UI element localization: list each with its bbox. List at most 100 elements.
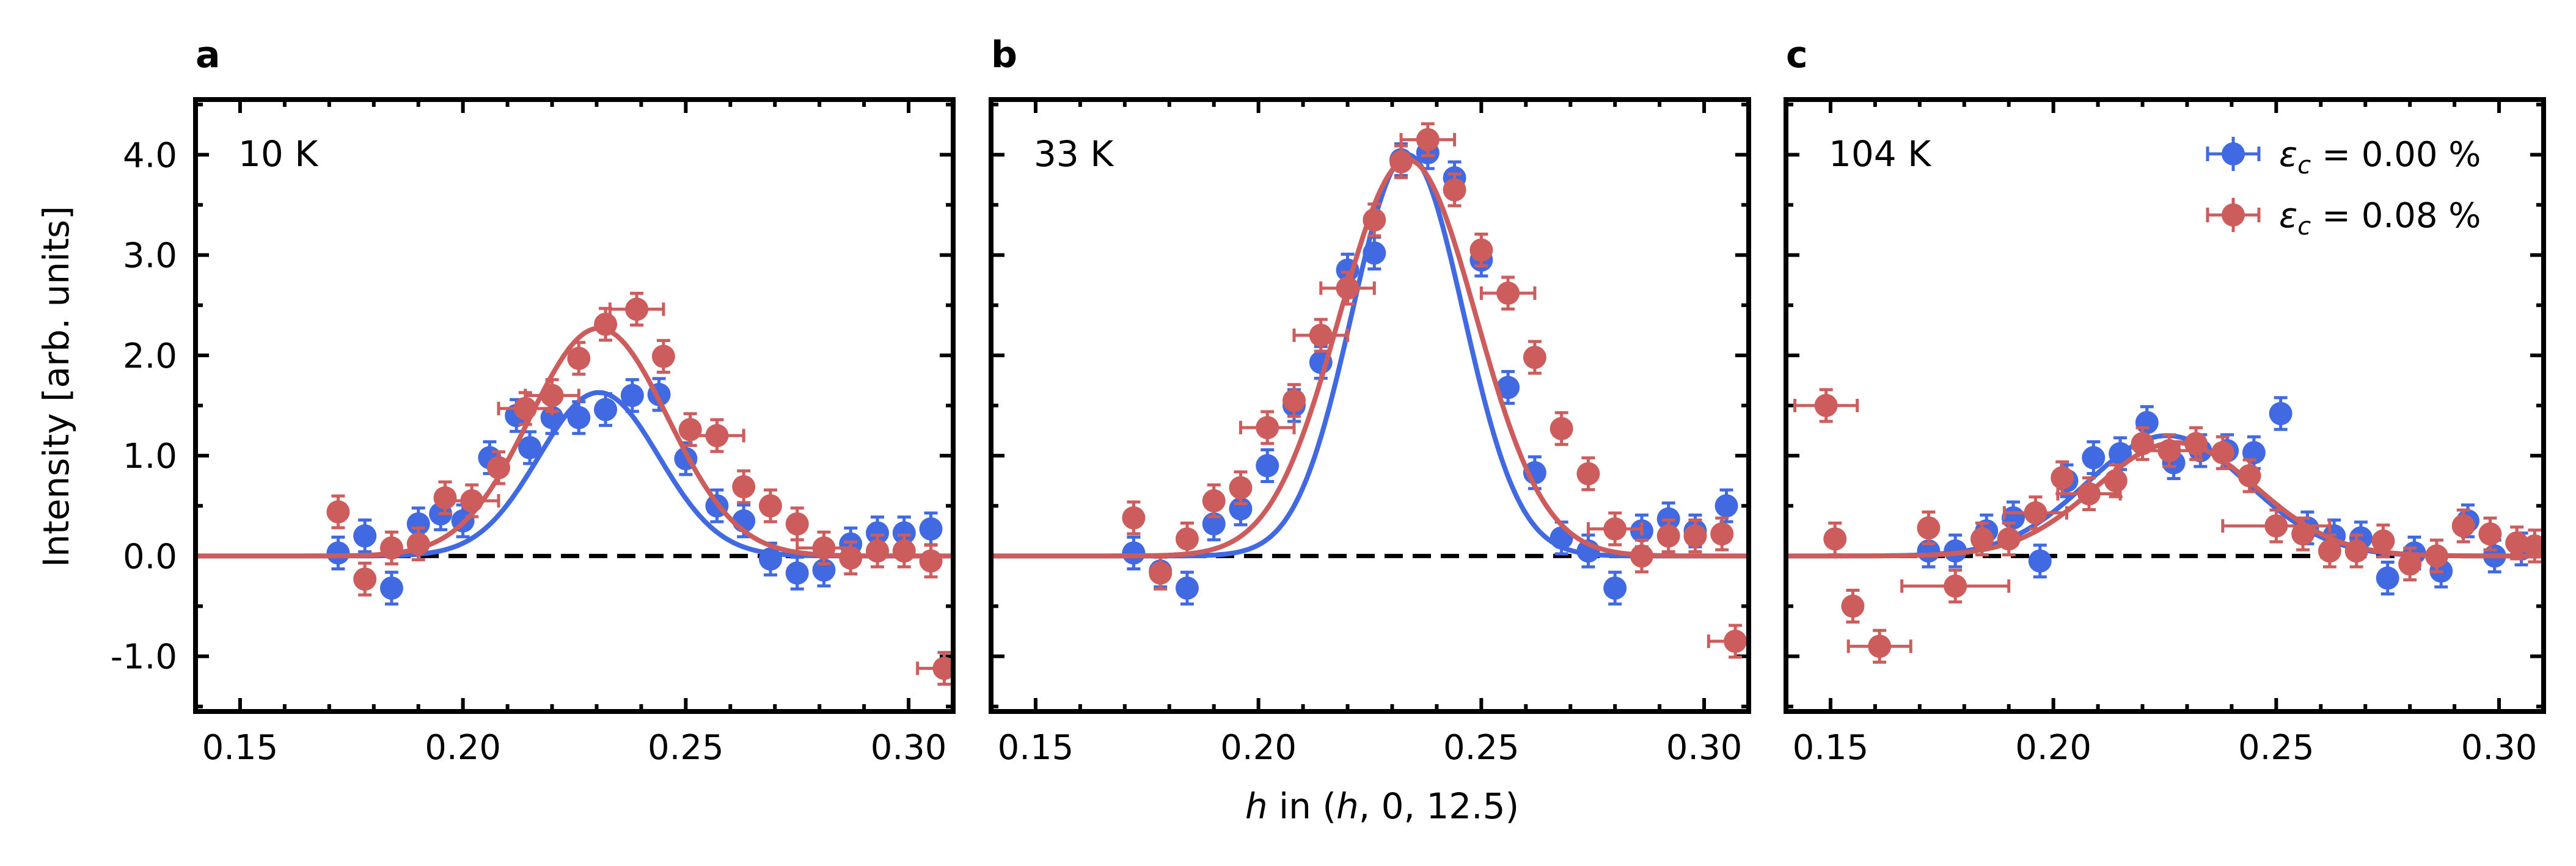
panel-a: a 0.15 0.20 0.25 0.30 -1.0 0.0 1.0 2.0 3.0 4.0 10 K (111, 34, 956, 768)
legend-entry-1: εc = 0.08 % (2206, 196, 2481, 241)
marker (326, 500, 350, 524)
y-tick-label: 0.0 (123, 537, 177, 577)
legend-label: εc = 0.00 % (2279, 135, 2481, 180)
marker (460, 489, 484, 513)
marker (1309, 324, 1333, 347)
marker (2184, 432, 2208, 456)
data-point-series-0 (2028, 544, 2052, 579)
data-point-series-1 (2505, 525, 2529, 561)
x-tick-label: 0.25 (2238, 728, 2314, 768)
data-point-series-1 (1122, 500, 1146, 536)
data-point-series-1 (1523, 340, 1546, 375)
data-point-series-0 (919, 511, 943, 547)
data-point-series-1 (919, 544, 943, 579)
panel-b: b 0.15 0.20 0.25 0.30 33 K (989, 34, 1751, 768)
data-point-series-1 (1202, 483, 1226, 519)
y-tick-label: 4.0 (123, 136, 177, 175)
marker (625, 297, 649, 321)
marker (2376, 566, 2399, 590)
marker (1389, 150, 1413, 173)
marker (1202, 489, 1226, 513)
data-point-series-1 (839, 540, 863, 576)
marker (839, 546, 863, 570)
panel-letter: c (1786, 34, 1808, 76)
x-tick-label: 0.25 (1443, 728, 1520, 768)
data-point-series-1 (2318, 533, 2341, 569)
marker (785, 561, 809, 585)
marker (567, 346, 591, 370)
plot-area (196, 291, 953, 686)
data-point-series-1 (1970, 521, 1994, 556)
marker (1603, 517, 1627, 541)
y-tick-label: 1.0 (123, 437, 177, 476)
marker (2028, 549, 2052, 573)
data-point-series-1 (1586, 511, 1644, 547)
data-point-series-0 (1363, 235, 1386, 271)
marker (919, 517, 943, 541)
data-point-series-1 (651, 339, 675, 374)
data-point-series-1 (406, 526, 430, 562)
marker (1841, 594, 1865, 618)
data-point-series-1 (1443, 172, 1466, 208)
data-point-series-1 (866, 533, 889, 569)
marker (1496, 282, 1520, 305)
marker (1256, 454, 1279, 478)
marker (2109, 442, 2132, 465)
data-point-series-1 (594, 307, 618, 342)
data-point-series-1 (1841, 589, 1865, 624)
marker (651, 344, 675, 368)
marker (1283, 388, 1306, 412)
legend-marker (2222, 203, 2245, 227)
data-point-series-1 (524, 378, 580, 413)
axes-frame (1784, 97, 2546, 714)
data-point-series-1 (2104, 463, 2128, 498)
data-point-series-1 (2371, 523, 2395, 559)
data-point-series-1 (758, 488, 782, 523)
marker (2051, 466, 2074, 490)
marker (1630, 544, 1653, 568)
marker (379, 536, 403, 560)
data-point-series-1 (2221, 508, 2332, 544)
legend-marker (2222, 142, 2245, 166)
data-point-series-1 (379, 530, 403, 566)
y-tick-label: -1.0 (111, 638, 177, 677)
x-tick-label: 0.20 (2015, 728, 2091, 768)
marker (758, 494, 782, 518)
marker (1970, 527, 1994, 551)
marker (2157, 438, 2181, 462)
data-point-series-1 (1283, 383, 1306, 418)
data-point-series-1 (487, 450, 510, 486)
data-point-series-1 (1239, 410, 1296, 445)
data-point-series-1 (2002, 495, 2069, 531)
marker (1336, 276, 1359, 300)
marker (705, 424, 729, 448)
data-point-series-1 (892, 533, 916, 569)
data-point-series-1 (353, 561, 377, 597)
data-point-series-1 (2451, 508, 2475, 544)
marker (2135, 410, 2159, 434)
marker (2318, 539, 2341, 563)
marker (1814, 394, 1838, 417)
panel-letter: b (991, 34, 1017, 76)
marker (1603, 576, 1627, 600)
marker (1443, 178, 1466, 202)
plot-area (991, 122, 1749, 659)
data-point-series-1 (1175, 521, 1199, 556)
marker (1256, 416, 1279, 440)
data-point-series-1 (1229, 470, 1253, 506)
temperature-label: 10 K (238, 133, 319, 175)
data-point-series-1 (2238, 458, 2261, 493)
temperature-label: 104 K (1829, 133, 1932, 175)
marker (1823, 527, 1847, 551)
temperature-label: 33 K (1034, 133, 1114, 175)
marker (2269, 402, 2292, 426)
data-point-series-1 (1710, 516, 1734, 551)
data-point-series-1 (2478, 516, 2502, 551)
marker (513, 396, 537, 420)
data-point-series-1 (1469, 232, 1493, 267)
marker (1149, 561, 1173, 585)
marker (919, 549, 943, 573)
x-tick-label: 0.30 (2461, 728, 2538, 768)
data-point-series-1 (2211, 435, 2234, 470)
data-point-series-1 (608, 291, 665, 327)
